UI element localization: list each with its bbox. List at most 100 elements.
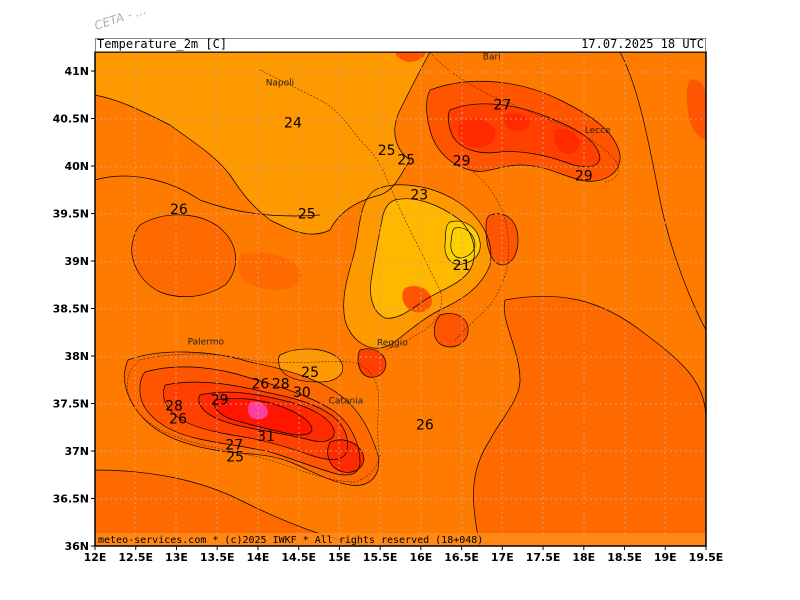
lon-tick-label: 14.5E (281, 551, 316, 564)
isotherm-line (124, 351, 380, 486)
isotherm-line (95, 52, 431, 235)
isotherm-line (450, 227, 476, 259)
isotherm-label: 24 (284, 115, 302, 131)
isotherm-label: 23 (410, 188, 428, 204)
isotherm-label: 29 (453, 153, 471, 169)
isotherm-line (426, 80, 621, 182)
isotherm-line (433, 313, 469, 348)
map-frame (94, 51, 707, 547)
isotherm-line (370, 198, 475, 319)
city-label-catania: Catania (329, 397, 364, 407)
field-30-etna (327, 439, 364, 473)
isotherm-label: 28 (165, 398, 183, 414)
isotherm-line (163, 381, 348, 460)
isotherm-line (447, 103, 601, 168)
lat-tick-label: 39N (64, 255, 89, 268)
isotherm-label: 27 (225, 437, 243, 453)
field-32-hotspot (247, 401, 268, 420)
field-25-north (95, 52, 430, 235)
map-title: Temperature_2m [C] (97, 37, 228, 51)
lon-tick-label: 18.5E (607, 551, 642, 564)
isotherm-label: 31 (257, 429, 275, 445)
isotherm-line (357, 348, 387, 378)
lon-tick-label: 15E (328, 551, 351, 564)
isotherm-line (343, 184, 492, 349)
lon-tick-label: 13.5E (200, 551, 235, 564)
lon-tick-label: 18E (572, 551, 595, 564)
isotherm-label: 26 (170, 202, 188, 218)
coastlines (127, 52, 619, 483)
isotherm-line (327, 439, 365, 473)
isotherm-line (619, 52, 706, 331)
lat-tick-label: 38.5N (53, 303, 89, 316)
isotherm-label: 21 (453, 258, 471, 274)
lat-tick-label: 40N (64, 160, 89, 173)
copyright-footer: meteo-services.com * (c)2025 IWKF * All … (98, 535, 483, 546)
isotherm-label: 26 (169, 412, 187, 428)
lat-tick-label: 37.5N (53, 398, 89, 411)
city-label-palermo: Palermo (188, 338, 225, 348)
coastline (127, 353, 381, 483)
isotherm-label: 25 (226, 450, 244, 466)
graticule (95, 52, 706, 546)
field-30-puglia (458, 118, 496, 148)
lat-tick-label: 40.5N (53, 113, 89, 126)
lat-tick-label: 39.5N (53, 208, 89, 221)
header-bar (95, 38, 706, 52)
lon-tick-label: 17E (491, 551, 514, 564)
city-label-bari: Bari (483, 53, 501, 63)
isotherm-label: 30 (293, 385, 311, 401)
valid-time: 17.07.2025 18 UTC (581, 37, 704, 51)
coastline (259, 69, 442, 351)
plot-area (95, 52, 706, 546)
lon-tick-label: 14E (247, 551, 270, 564)
isotherm-line (198, 391, 335, 442)
isotherm-label: 29 (575, 169, 593, 185)
lon-tick-label: 16E (409, 551, 432, 564)
isotherm-line (95, 175, 321, 217)
isotherm-line (139, 366, 361, 476)
field-27-sea (473, 296, 706, 546)
city-label-reggio: Reggio (377, 339, 408, 349)
field-27-tyrrhenian (131, 214, 236, 297)
isotherm-label: 25 (378, 143, 396, 159)
field-28-east (686, 79, 706, 140)
field-27-south (95, 470, 380, 546)
field-30-lecce (553, 128, 580, 154)
lon-tick-label: 12E (84, 551, 107, 564)
isotherm-line (504, 295, 706, 421)
lat-tick-label: 38N (64, 350, 89, 363)
field-29-messina (358, 348, 386, 378)
isotherm-label: 29 (211, 393, 229, 409)
lat-tick-label: 37N (64, 445, 89, 458)
city-label-napoli: Napoli (266, 78, 294, 88)
lon-tick-label: 16.5E (444, 551, 479, 564)
field-28-calabria-south (434, 313, 469, 347)
lat-tick-label: 36N (64, 540, 89, 553)
isotherm-line (278, 348, 344, 383)
isotherm-line (213, 398, 313, 436)
lon-tick-label: 13E (165, 551, 188, 564)
city-layer: Napoli Bari Lecce Palermo Catania Reggio (188, 53, 611, 407)
city-label-lecce: Lecce (585, 126, 611, 136)
lat-tick-label: 36.5N (53, 493, 89, 506)
isotherm-label: 26 (251, 377, 269, 393)
lon-tick-label: 17.5E (526, 551, 561, 564)
field-28-calabria-mid (402, 285, 432, 313)
watermark: CETA - ... (93, 3, 149, 33)
isotherm-line (131, 214, 237, 298)
lon-tick-label: 19E (654, 551, 677, 564)
isotherm-label: 25 (397, 152, 415, 168)
field-28-calabria-east (486, 213, 518, 265)
isotherm-line (473, 299, 521, 546)
isotherm-label: 27 (493, 97, 511, 113)
isotherm-line (485, 213, 519, 266)
footer-band (95, 533, 706, 546)
field-21-peak (444, 221, 481, 265)
lon-tick-label: 12.5E (118, 551, 153, 564)
lon-tick-label: 19.5E (689, 551, 724, 564)
isotherm-label: 28 (272, 377, 290, 393)
lon-tick-label: 15.5E (363, 551, 398, 564)
